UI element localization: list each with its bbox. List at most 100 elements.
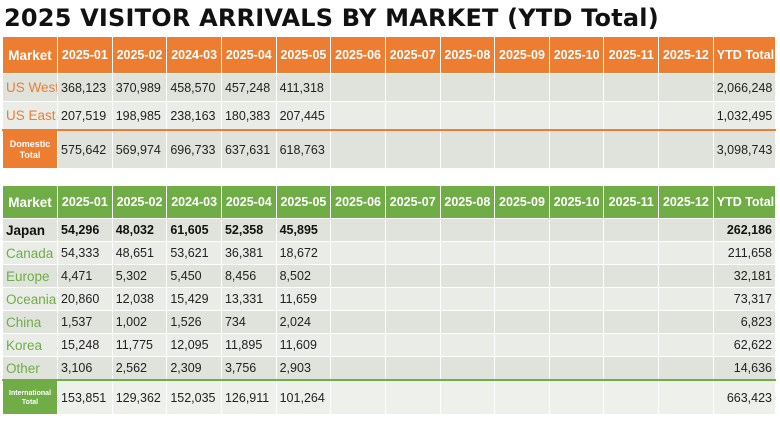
table-cell: 15,429 xyxy=(166,287,222,311)
total-row: Domestic Total 575,642 569,974 696,733 637,6… xyxy=(1,129,777,169)
table-cell xyxy=(384,241,441,265)
table-cell xyxy=(548,333,605,357)
market-label: US West xyxy=(1,73,59,102)
ytd-total-cell: 2,066,248 xyxy=(712,73,777,102)
table-cell xyxy=(603,73,660,102)
table-cell: 207,519 xyxy=(57,101,113,131)
table-cell: 696,733 xyxy=(166,129,222,169)
table-cell: 5,302 xyxy=(111,264,168,288)
table-cell xyxy=(548,264,605,288)
table-row: Japan 54,296 48,032 61,605 52,358 45,895 262,1… xyxy=(1,218,777,242)
table-cell xyxy=(384,287,441,311)
column-header: 2025-12 xyxy=(658,36,714,74)
table-cell xyxy=(384,73,441,102)
table-cell xyxy=(330,129,386,169)
table-cell xyxy=(330,218,386,242)
domestic-body: US West 368,123 370,989 458,570 457,248 411,3… xyxy=(1,73,777,169)
column-header: 2025-12 xyxy=(658,185,714,219)
table-cell xyxy=(603,101,660,131)
ytd-total-cell: 73,317 xyxy=(712,287,777,311)
domestic-header-row: Market 2025-01 2025-02 2024-03 2025-04 2025-0… xyxy=(1,36,777,74)
international-header-row: Market 2025-01 2025-02 2024-03 2025-04 2025-0… xyxy=(1,185,777,219)
table-cell: 3,106 xyxy=(57,356,113,381)
table-cell xyxy=(330,73,386,102)
table-cell: 153,851 xyxy=(57,379,113,415)
table-row: US East 207,519 198,985 238,163 180,383 207,4… xyxy=(1,101,777,131)
table-row: Korea 15,248 11,775 12,095 11,895 11,609 62,62… xyxy=(1,333,777,357)
table-cell: 45,895 xyxy=(275,218,332,242)
column-header: YTD Total xyxy=(712,185,777,219)
table-cell xyxy=(439,101,496,131)
table-cell: 457,248 xyxy=(220,73,277,102)
table-cell xyxy=(439,264,496,288)
table-cell: 637,631 xyxy=(220,129,277,169)
table-cell: 2,309 xyxy=(166,356,222,381)
column-header: YTD Total xyxy=(712,36,777,74)
table-cell: 734 xyxy=(220,310,277,334)
table-cell: 180,383 xyxy=(220,101,277,131)
table-row: Oceania 20,860 12,038 15,429 13,331 11,659 73,… xyxy=(1,287,777,311)
table-cell: 370,989 xyxy=(111,73,168,102)
table-cell xyxy=(330,101,386,131)
table-row: China 1,537 1,002 1,526 734 2,024 6,823 xyxy=(1,310,777,334)
table-cell xyxy=(658,333,714,357)
table-cell: 11,895 xyxy=(220,333,277,357)
column-header: 2025-04 xyxy=(220,36,277,74)
market-label: Canada xyxy=(1,241,59,265)
column-header: 2025-02 xyxy=(111,36,168,74)
table-cell: 48,032 xyxy=(111,218,168,242)
table-cell: 54,296 xyxy=(57,218,113,242)
table-row: Canada 54,333 48,651 53,621 36,381 18,672 211,… xyxy=(1,241,777,265)
column-header: 2025-02 xyxy=(111,185,168,219)
table-cell: 575,642 xyxy=(57,129,113,169)
table-cell xyxy=(330,379,386,415)
table-cell: 61,605 xyxy=(166,218,222,242)
table-cell: 2,024 xyxy=(275,310,332,334)
table-cell: 12,095 xyxy=(166,333,222,357)
table-cell: 52,358 xyxy=(220,218,277,242)
table-cell xyxy=(548,310,605,334)
table-cell: 1,002 xyxy=(111,310,168,334)
ytd-total-cell: 211,658 xyxy=(712,241,777,265)
market-label: Oceania xyxy=(1,287,59,311)
table-cell xyxy=(494,356,550,381)
table-cell: 53,621 xyxy=(166,241,222,265)
table-cell xyxy=(384,129,441,169)
table-cell xyxy=(439,129,496,169)
table-cell: 5,450 xyxy=(166,264,222,288)
domestic-table: Market 2025-01 2025-02 2024-03 2025-04 2025-0… xyxy=(1,36,777,169)
market-label: US East xyxy=(1,101,59,131)
table-cell: 368,123 xyxy=(57,73,113,102)
international-table: Market 2025-01 2025-02 2024-03 2025-04 2025-0… xyxy=(1,185,777,415)
table-cell xyxy=(439,73,496,102)
table-cell xyxy=(330,287,386,311)
table-cell: 54,333 xyxy=(57,241,113,265)
column-header: 2025-09 xyxy=(494,185,550,219)
table-row: Other 3,106 2,562 2,309 3,756 2,903 14,636 xyxy=(1,356,777,381)
table-cell xyxy=(384,379,441,415)
ytd-total-cell: 6,823 xyxy=(712,310,777,334)
table-cell xyxy=(439,310,496,334)
table-cell xyxy=(548,287,605,311)
table-cell xyxy=(384,333,441,357)
table-cell xyxy=(548,129,605,169)
table-cell: 618,763 xyxy=(275,129,332,169)
ytd-total-cell: 14,636 xyxy=(712,356,777,381)
table-cell xyxy=(658,218,714,242)
table-cell: 20,860 xyxy=(57,287,113,311)
table-cell xyxy=(548,218,605,242)
table-cell xyxy=(494,101,550,131)
international-body: Japan 54,296 48,032 61,605 52,358 45,895 262,1… xyxy=(1,218,777,415)
table-cell xyxy=(384,356,441,381)
table-cell: 12,038 xyxy=(111,287,168,311)
table-cell xyxy=(603,129,660,169)
table-cell xyxy=(658,379,714,415)
table-cell xyxy=(603,310,660,334)
table-cell xyxy=(494,218,550,242)
table-cell xyxy=(330,333,386,357)
ytd-total-cell: 32,181 xyxy=(712,264,777,288)
ytd-total-cell: 663,423 xyxy=(712,379,777,415)
table-cell xyxy=(330,241,386,265)
table-cell xyxy=(439,287,496,311)
table-cell xyxy=(439,218,496,242)
